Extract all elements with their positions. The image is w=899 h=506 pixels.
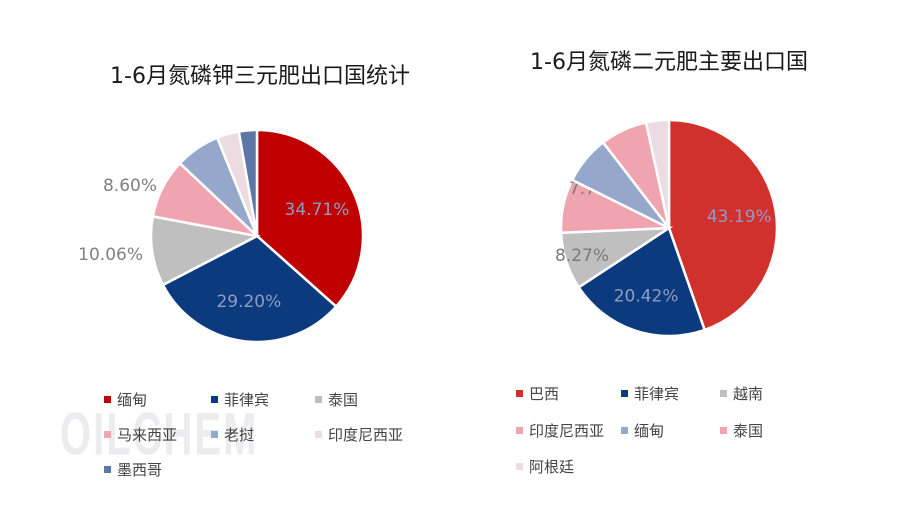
left-data-label-1: 34.71%	[285, 200, 350, 220]
right-legend-label-1: 巴西	[529, 385, 560, 403]
right-slice-7	[644, 118, 671, 229]
right-legend-label-4: 印度尼西亚	[529, 422, 605, 440]
left-slice-3	[149, 214, 261, 287]
right-legend-item-2: 菲律宾	[621, 383, 679, 404]
left-legend-item-6: 印度尼西亚	[315, 424, 403, 445]
left-data-label-2: 29.20%	[216, 292, 281, 312]
right-data-label-2: 20.42%	[614, 287, 679, 307]
right-pie-chart: 43.19%20.42%8.27%7.76%	[555, 118, 779, 338]
watermark-left: OILCHEM	[60, 402, 259, 468]
left-chart-panel: 1-6月氮磷钾三元肥出口国统计 34.71% 29.20% 10.06% 8.60% …	[0, 0, 449, 506]
left-legend-label-4: 马来西亚	[117, 426, 178, 444]
right-legend-swatch-1	[516, 390, 523, 397]
right-legend-label-6: 泰国	[733, 422, 764, 440]
left-data-label-3: 10.06%	[78, 245, 143, 265]
left-legend-item-1: 缅甸	[104, 389, 147, 410]
right-legend-item-4: 印度尼西亚	[516, 420, 604, 441]
left-legend-swatch-1	[104, 396, 111, 403]
left-chart-title: 1-6月氮磷钾三元肥出口国统计	[110, 64, 410, 89]
left-legend-label-5: 老挝	[224, 426, 255, 444]
right-legend-label-2: 菲律宾	[634, 385, 680, 403]
left-legend-label-1: 缅甸	[117, 391, 148, 409]
left-legend-swatch-6	[315, 431, 322, 438]
left-legend-item-5: 老挝	[211, 424, 254, 445]
left-legend-swatch-4	[104, 431, 111, 438]
right-legend-swatch-2	[621, 390, 628, 397]
right-slice-1	[667, 118, 779, 332]
right-legend-label-3: 越南	[733, 385, 764, 403]
left-legend-item-2: 菲律宾	[211, 389, 269, 410]
left-legend-item-3: 泰国	[315, 389, 358, 410]
right-legend-swatch-3	[720, 390, 727, 397]
right-legend-swatch-4	[516, 427, 523, 434]
left-legend-label-3: 泰国	[328, 391, 359, 409]
left-legend-swatch-7	[104, 466, 111, 473]
left-legend-swatch-5	[211, 431, 218, 438]
right-legend-swatch-6	[720, 427, 727, 434]
right-legend-label-5: 缅甸	[634, 422, 665, 440]
right-data-label-3: 8.27%	[555, 246, 609, 266]
left-slice-7	[237, 128, 259, 237]
right-slice-2	[576, 226, 707, 338]
left-legend-swatch-3	[315, 396, 322, 403]
left-legend-swatch-2	[211, 396, 218, 403]
right-data-label-1: 43.19%	[707, 207, 772, 227]
right-legend-label-7: 阿根廷	[529, 458, 575, 476]
right-legend-item-7: 阿根廷	[516, 456, 574, 477]
left-legend-label-6: 印度尼西亚	[328, 426, 404, 444]
left-slice-1	[255, 128, 365, 309]
right-chart-panel: 1-6月氮磷二元肥主要出口国 43.19%20.42%8.27%7.76% OI…	[449, 0, 899, 506]
right-legend-item-6: 泰国	[720, 420, 763, 441]
left-legend-item-4: 马来西亚	[104, 424, 177, 445]
right-legend-swatch-5	[621, 427, 628, 434]
left-legend-label-7: 墨西哥	[117, 461, 163, 479]
left-legend-item-7: 墨西哥	[104, 459, 162, 480]
right-legend-item-1: 巴西	[516, 383, 559, 404]
right-legend-item-3: 越南	[720, 383, 763, 404]
left-data-label-4: 8.60%	[103, 176, 157, 196]
left-pie-chart: 34.71% 29.20% 10.06% 8.60%	[78, 128, 365, 344]
right-legend-item-5: 缅甸	[621, 420, 664, 441]
right-chart-title: 1-6月氮磷二元肥主要出口国	[530, 50, 808, 75]
left-legend-label-2: 菲律宾	[224, 391, 270, 409]
right-legend-swatch-7	[516, 463, 523, 470]
